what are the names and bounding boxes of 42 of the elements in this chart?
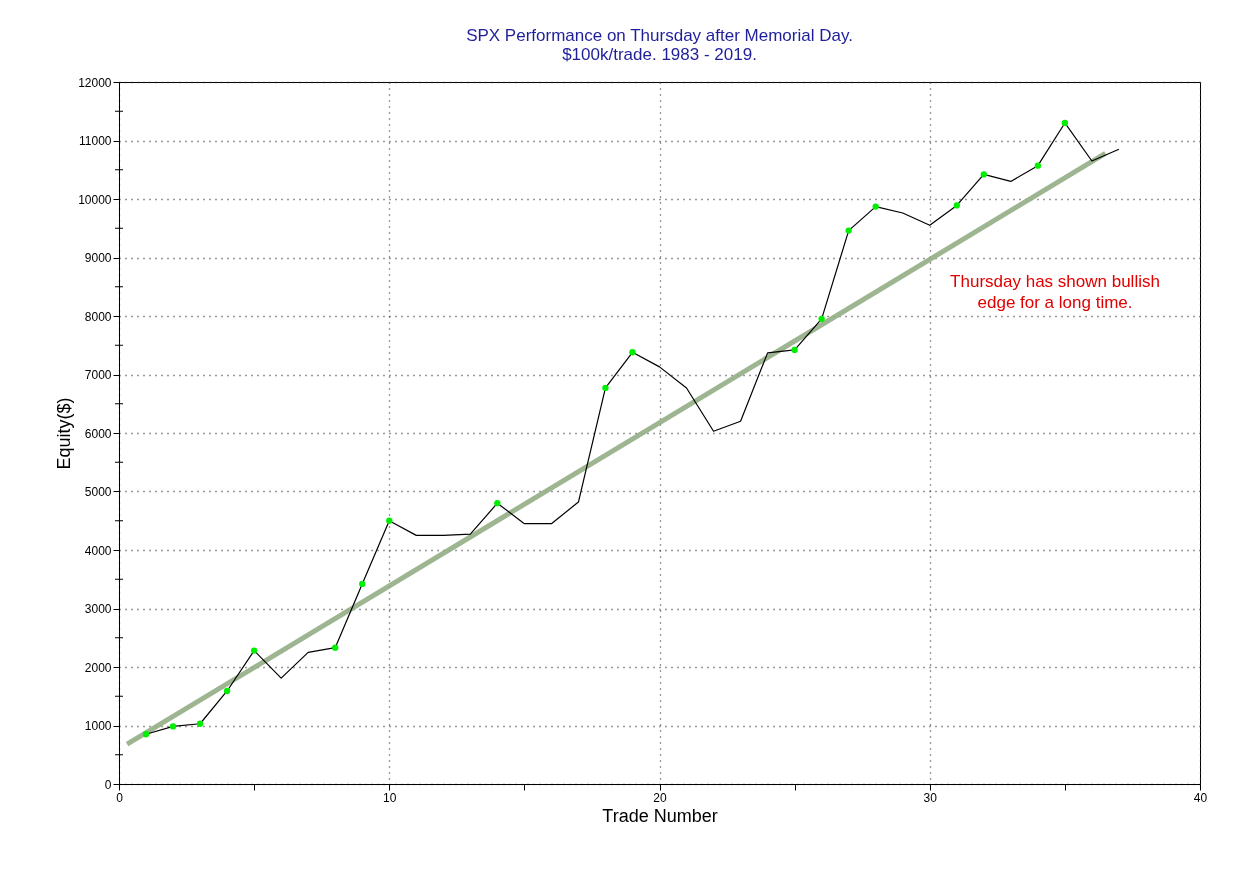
x-tick-label: 20 xyxy=(653,790,667,805)
point xyxy=(953,202,960,209)
point xyxy=(845,227,852,234)
point xyxy=(791,346,798,354)
point xyxy=(386,517,393,524)
y-tick-label: 0 xyxy=(104,777,112,792)
y-tick-label: 5000 xyxy=(84,485,112,499)
annotation: Thursday has shown bullish edge for a long time. xyxy=(950,272,1160,312)
point xyxy=(223,687,231,695)
chart-subtitle: $100k/trade. 1983 - 2019. xyxy=(562,45,757,64)
point xyxy=(980,171,987,178)
point xyxy=(142,731,150,738)
y-tick-label: 1000 xyxy=(84,719,112,733)
point xyxy=(196,720,204,727)
point xyxy=(169,723,177,730)
point xyxy=(250,647,258,654)
y-tick-label: 10000 xyxy=(78,192,112,207)
chart-title: SPX Performance on Thursday after Memorial Day. xyxy=(466,26,853,45)
y-tick-label: 12000 xyxy=(78,75,112,90)
x-tick-label: 30 xyxy=(923,790,938,805)
point xyxy=(602,384,609,392)
y-tick-label: 6000 xyxy=(84,426,112,441)
x-tick-label: 10 xyxy=(383,790,397,805)
x-axis-title: Trade Number xyxy=(602,805,718,826)
x-tick-label: 0 xyxy=(116,790,124,805)
point xyxy=(1034,162,1042,169)
y-tick-label: 4000 xyxy=(84,543,112,558)
y-tick-label: 3000 xyxy=(84,602,112,616)
y-tick-label: 7000 xyxy=(84,368,112,382)
point xyxy=(494,500,501,507)
y-tick-label: 11000 xyxy=(79,134,112,148)
point xyxy=(359,580,366,588)
point xyxy=(1061,119,1069,127)
point xyxy=(818,315,825,323)
y-tick-label: 9000 xyxy=(84,251,112,265)
point xyxy=(629,349,636,356)
y-axis-title: Equity($) xyxy=(54,397,75,470)
y-tick-label: 2000 xyxy=(84,660,112,675)
point xyxy=(872,203,879,210)
x-tick-label: 40 xyxy=(1193,790,1208,805)
point xyxy=(332,644,339,651)
y-tick-label: 8000 xyxy=(84,309,112,324)
